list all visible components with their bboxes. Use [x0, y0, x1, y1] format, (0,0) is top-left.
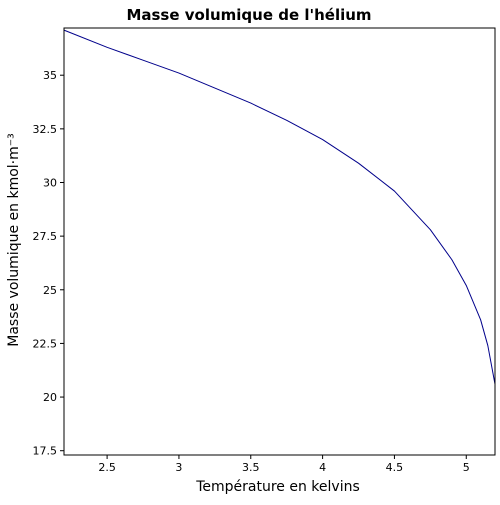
y-tick-label: 17.5 — [33, 445, 58, 458]
y-tick-label: 30 — [43, 176, 57, 189]
x-tick-label: 3.5 — [242, 461, 260, 474]
y-tick-label: 25 — [43, 284, 57, 297]
y-tick-label: 32.5 — [33, 123, 58, 136]
y-tick-label: 27.5 — [33, 230, 58, 243]
chart-title: Masse volumique de l'hélium — [126, 6, 371, 24]
series-layer — [63, 29, 496, 385]
y-tick-label: 35 — [43, 69, 57, 82]
axis-ticks: 2.5 3 3.5 4 4.5 5 17.5 20 22.5 25 27.5 30 32.5 35 — [33, 69, 470, 474]
series-line — [63, 29, 496, 385]
y-axis-label: Masse volumique en kmol·m⁻³ — [6, 133, 22, 347]
plot-frame — [63, 27, 496, 456]
x-tick-label: 4.5 — [386, 461, 404, 474]
x-axis-label: Température en kelvins — [195, 479, 360, 495]
x-tick-label: 4 — [319, 461, 326, 474]
y-tick-label: 20 — [43, 391, 57, 404]
x-tick-label: 2.5 — [98, 461, 116, 474]
y-tick-label: 22.5 — [33, 337, 58, 350]
x-tick-label: 5 — [463, 461, 470, 474]
x-tick-label: 3 — [175, 461, 182, 474]
